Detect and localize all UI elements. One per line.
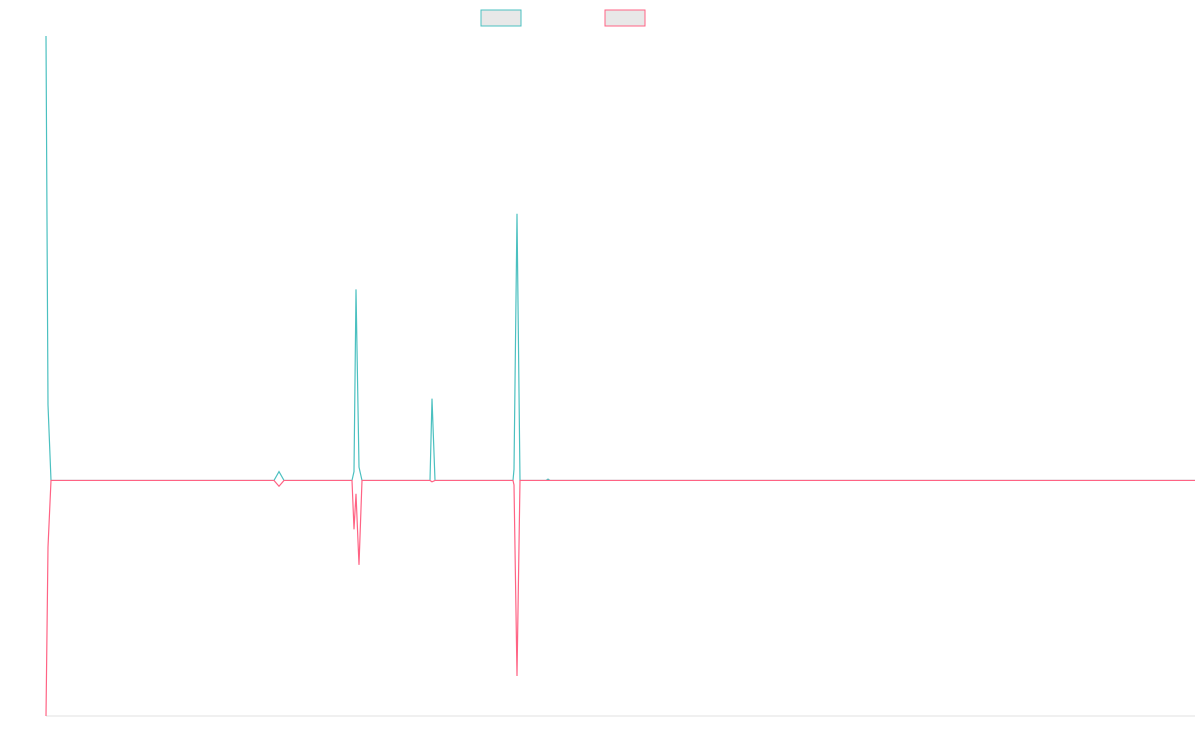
legend-swatch[interactable]	[480, 9, 522, 27]
line-series	[45, 35, 1195, 482]
legend-swatch[interactable]	[604, 9, 646, 27]
line-series	[45, 479, 1195, 717]
